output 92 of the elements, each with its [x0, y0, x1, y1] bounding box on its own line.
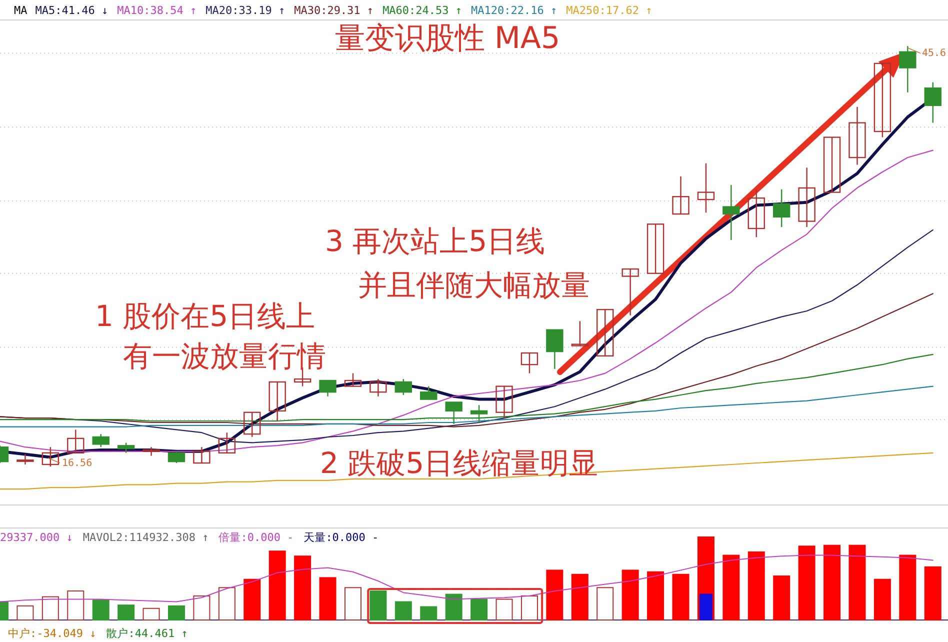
text: MA30:29.31 ↑: [294, 4, 374, 17]
candlestick: [772, 188, 790, 228]
bar: [118, 604, 135, 620]
candlestick: [168, 450, 186, 464]
candlestick: [672, 176, 690, 215]
text: MA250:17.62 ↑: [566, 4, 652, 17]
bar: [874, 578, 891, 620]
text: MA10:38.54 ↑: [117, 4, 197, 17]
annotation: MAVOL2:114932.308 ↑: [82, 531, 209, 544]
bar: [92, 600, 110, 620]
annotation: 1 股价在5日线上有一波放量行情: [95, 299, 326, 373]
bar: [193, 595, 210, 620]
candlestick: [520, 352, 538, 374]
bar: [394, 601, 412, 620]
candlestick: [722, 184, 740, 241]
bar: [848, 544, 866, 620]
bar: [899, 554, 916, 620]
annotation: 16.56: [62, 458, 92, 469]
bar: [672, 574, 690, 620]
text: MA20:33.19 ↑: [206, 4, 286, 17]
bar: [722, 554, 740, 620]
bar: [142, 608, 160, 620]
candlestick: [596, 308, 614, 356]
candlestick: [244, 412, 261, 438]
candlestick: [874, 62, 892, 138]
text: MA120:22.16 ↑: [471, 4, 558, 17]
candlestick: [142, 446, 160, 456]
candlestick: [622, 268, 639, 316]
bar: [773, 576, 790, 620]
candlestick: [218, 432, 236, 454]
bar: [520, 595, 538, 620]
candlestick: [117, 442, 135, 454]
candlestick: [445, 402, 462, 425]
text: MA5:41.46 ↓: [35, 4, 108, 17]
text: MA60:24.53 ↑: [382, 4, 462, 17]
bar: [546, 570, 564, 620]
bar: [420, 606, 438, 620]
candlestick: [798, 167, 816, 228]
bar: [496, 598, 513, 620]
bar: [16, 605, 34, 620]
bar: [294, 556, 312, 620]
candlestick: [496, 386, 513, 419]
candlestick: [571, 320, 588, 346]
candlestick: [344, 372, 362, 387]
bar: [647, 571, 664, 620]
candlestick: [420, 386, 438, 400]
bar: [168, 605, 185, 620]
candlestick: [924, 82, 942, 124]
candlestick: [546, 329, 564, 370]
bar: [824, 544, 841, 620]
bar: [370, 590, 387, 620]
candlestick: [67, 429, 84, 454]
bar: [42, 596, 59, 620]
bar: [798, 546, 816, 620]
bar: [445, 594, 462, 620]
bar: [748, 551, 765, 620]
bar: [622, 570, 639, 620]
bar: [699, 594, 712, 620]
bar: [470, 598, 488, 620]
annotation: 2 跌破5日线缩量明显: [320, 446, 598, 480]
bar: [319, 577, 336, 620]
candlestick: [42, 446, 60, 468]
legend-title: MA: [14, 4, 28, 17]
candlestick: [470, 404, 488, 424]
bar: [268, 550, 286, 620]
text: 中户:-34.049 ↓: [8, 627, 96, 640]
text: 散户:44.461 ↑: [106, 627, 188, 640]
bar: [344, 587, 362, 620]
bar: [596, 587, 614, 620]
candlestick: [193, 446, 210, 464]
annotation: 3 再次站上5日线并且伴随大幅放量: [325, 224, 590, 302]
candlestick: [16, 454, 34, 466]
candlestick: [370, 378, 387, 398]
candlestick: [697, 162, 715, 214]
candlestick: [748, 188, 765, 238]
bar: [218, 587, 236, 620]
annotation: 45.6: [922, 48, 946, 59]
bar: [67, 590, 84, 620]
bar: [244, 578, 261, 620]
candlestick: [646, 224, 664, 274]
chart-title: 量变识股性 MA5: [335, 21, 560, 56]
bar: [571, 574, 588, 620]
candlestick: [92, 433, 110, 448]
annotation: 倍量:0.000 -: [218, 531, 294, 544]
candlestick: [268, 381, 286, 422]
annotation: 天量:0.000 -: [304, 531, 379, 544]
candlestick: [319, 380, 336, 398]
candlestick: [848, 106, 866, 166]
bar: [924, 566, 942, 620]
annotation: 29337.000 ↓: [0, 531, 73, 544]
candlestick: [394, 378, 412, 396]
candlestick: [823, 136, 841, 193]
